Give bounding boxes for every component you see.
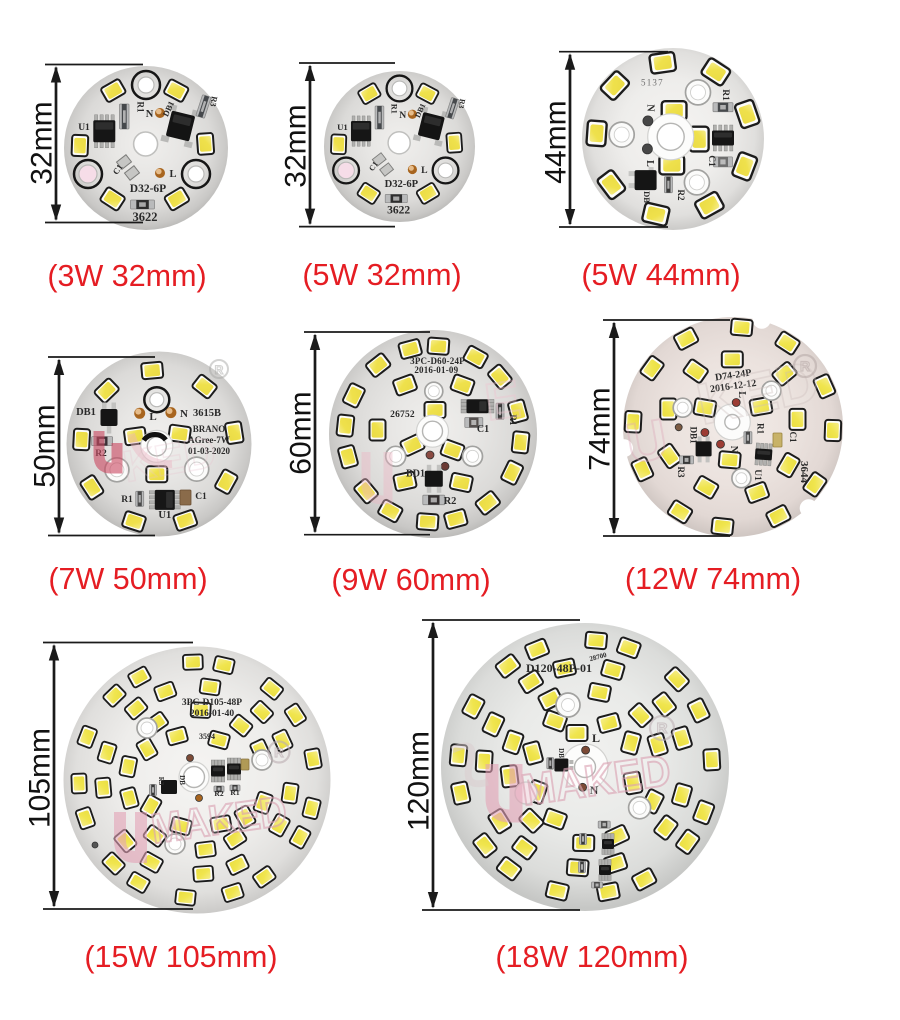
svg-text:R1: R1 [230,788,239,797]
svg-text:C1: C1 [788,432,798,443]
svg-text:D120-48P-01: D120-48P-01 [526,661,592,675]
svg-text:D32-6P: D32-6P [385,179,419,190]
svg-text:L: L [736,391,747,398]
svg-text:L: L [149,411,156,423]
svg-text:R1: R1 [508,415,518,426]
svg-text:C1: C1 [195,492,207,502]
svg-text:74mm: 74mm [584,387,617,470]
svg-text:50mm: 50mm [29,404,62,487]
svg-text:105mm: 105mm [24,728,57,828]
svg-text:R3: R3 [676,467,686,478]
svg-text:(3W 32mm): (3W 32mm) [47,259,206,293]
svg-text:N: N [399,110,406,121]
svg-text:(9W 60mm): (9W 60mm) [331,563,490,597]
svg-text:DB: DB [557,748,565,758]
svg-text:60mm: 60mm [285,391,318,474]
svg-text:R1: R1 [136,102,146,113]
svg-text:(7W 50mm): (7W 50mm) [48,562,207,596]
svg-text:C1: C1 [477,424,489,435]
svg-text:3622: 3622 [133,210,158,224]
svg-text:DB1: DB1 [689,427,699,445]
svg-text:DB1: DB1 [76,407,96,418]
svg-text:R2: R2 [676,190,686,201]
svg-text:N: N [146,109,154,120]
svg-text:R1: R1 [720,89,730,101]
svg-text:D32-6P: D32-6P [130,183,166,195]
svg-text:C1: C1 [706,155,716,167]
svg-text:(12W 74mm): (12W 74mm) [625,562,801,596]
svg-text:R: R [274,745,284,760]
svg-text:3622: 3622 [387,205,410,217]
svg-text:R3: R3 [157,777,165,786]
svg-text:L: L [421,165,428,176]
svg-text:BD1: BD1 [406,469,425,480]
svg-text:26752: 26752 [390,410,415,420]
svg-text:01-03-2020: 01-03-2020 [188,446,230,456]
svg-text:D74-24P: D74-24P [714,368,752,384]
svg-text:R1: R1 [390,104,399,114]
svg-text:R1: R1 [756,423,766,434]
svg-text:U1: U1 [78,123,90,133]
svg-text:BRANO: BRANO [193,424,226,434]
svg-text:N: N [728,446,739,454]
svg-text:3PC-D60-24P: 3PC-D60-24P [410,356,465,366]
svg-text:(5W 32mm): (5W 32mm) [302,258,461,292]
svg-text:R: R [657,720,668,737]
svg-text:R1: R1 [121,495,133,505]
svg-text:3PC-D105-48P: 3PC-D105-48P [182,698,242,708]
svg-text:3615B: 3615B [193,408,221,419]
svg-text:R3: R3 [457,98,468,109]
svg-text:N: N [645,104,656,112]
svg-text:2016-01-09: 2016-01-09 [414,365,458,375]
svg-text:32mm: 32mm [280,104,313,187]
svg-text:L: L [169,169,176,180]
svg-text:N: N [590,783,599,797]
svg-text:U1: U1 [752,469,762,481]
svg-text:R3: R3 [208,96,220,108]
svg-text:32mm: 32mm [26,101,59,184]
svg-text:L: L [592,731,600,745]
svg-text:U1: U1 [158,510,171,521]
svg-text:(15W 105mm): (15W 105mm) [84,940,277,974]
svg-text:2016-01-40: 2016-01-40 [190,709,235,719]
svg-text:U1: U1 [337,122,348,132]
svg-text:5137: 5137 [641,78,664,88]
svg-text:DB: DB [178,775,186,785]
svg-text:3594: 3594 [199,732,215,741]
svg-text:120mm: 120mm [403,731,436,831]
svg-text:AGree-7W: AGree-7W [188,435,230,445]
svg-text:N: N [180,408,188,420]
svg-text:(5W 44mm): (5W 44mm) [581,258,740,292]
svg-text:44mm: 44mm [540,100,573,183]
svg-text:R: R [800,358,810,374]
svg-text:R2: R2 [444,496,457,507]
svg-text:3644: 3644 [798,461,810,484]
svg-text:(18W 120mm): (18W 120mm) [495,940,688,974]
svg-text:DB: DB [642,191,652,203]
svg-text:R2: R2 [214,789,223,798]
svg-text:L: L [644,160,655,167]
svg-text:R: R [215,363,224,377]
svg-text:C1: C1 [110,162,124,176]
